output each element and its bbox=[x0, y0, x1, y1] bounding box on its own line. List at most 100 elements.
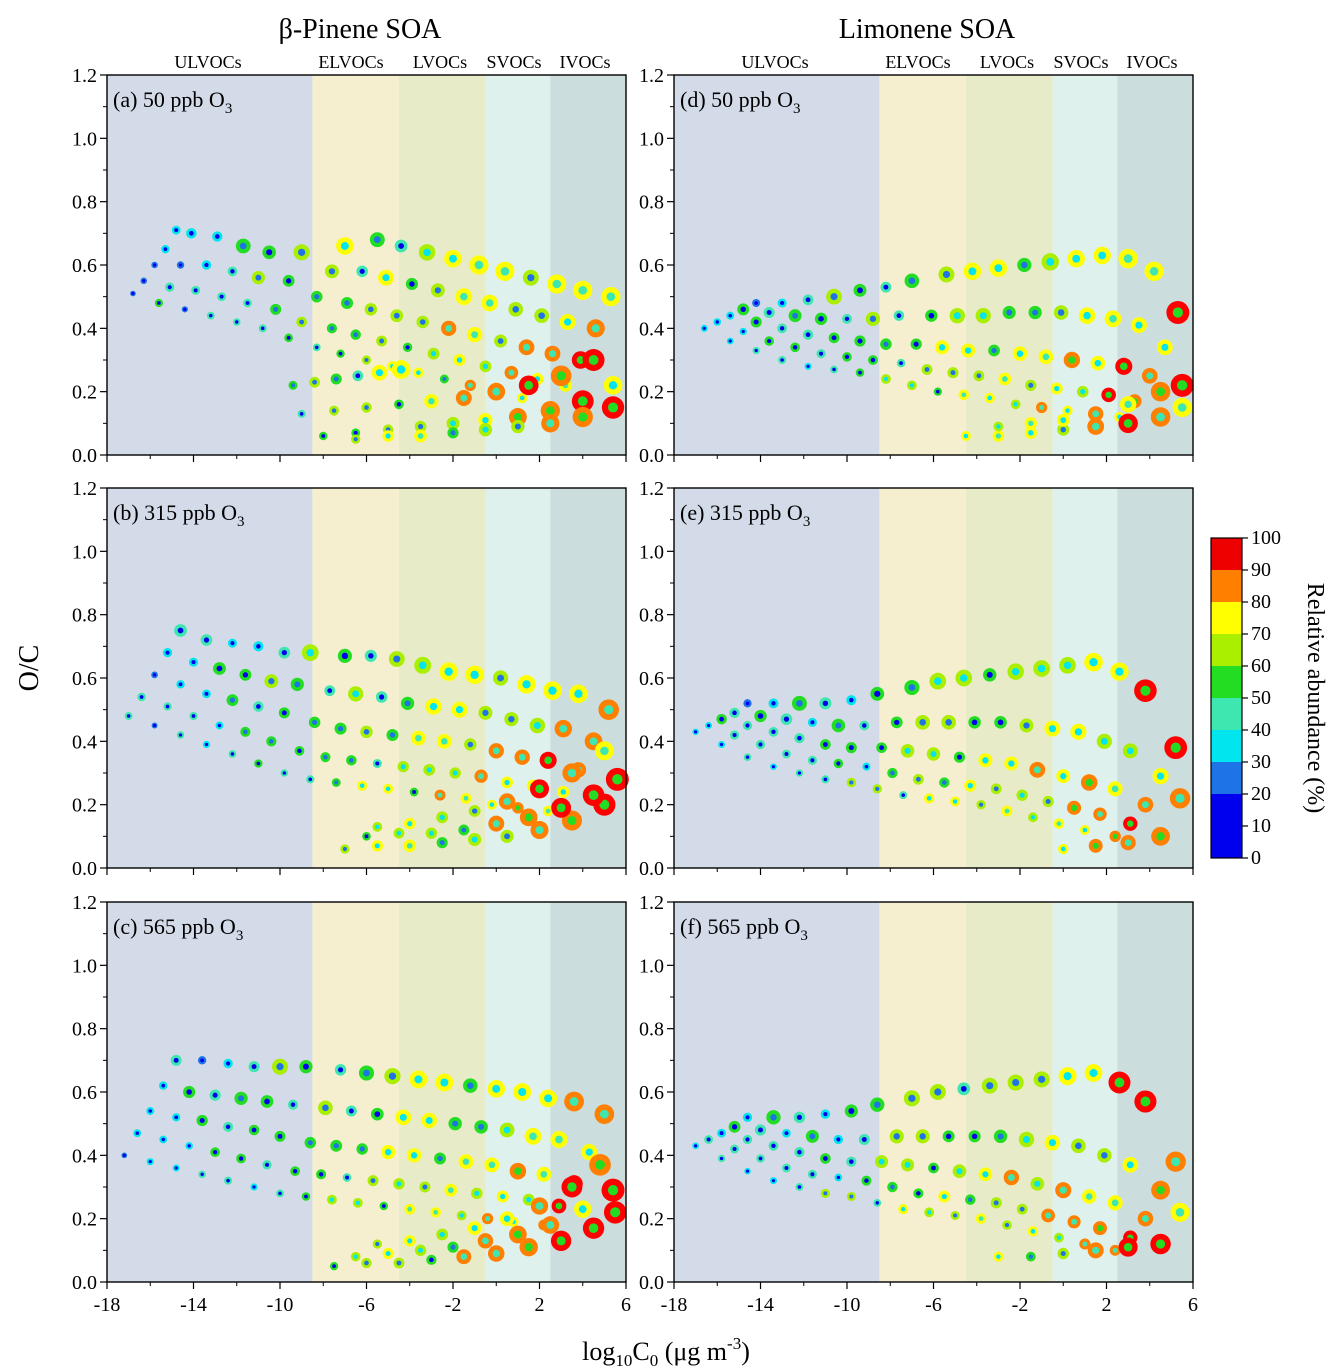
data-point bbox=[364, 834, 369, 839]
y-tick-label: 0.4 bbox=[639, 1145, 664, 1167]
data-point bbox=[434, 287, 441, 294]
data-point bbox=[440, 1078, 449, 1087]
data-point bbox=[908, 684, 916, 691]
data-point bbox=[321, 434, 326, 438]
data-point bbox=[1089, 1068, 1098, 1078]
data-point bbox=[522, 680, 531, 689]
data-point bbox=[183, 307, 187, 311]
data-point bbox=[931, 1165, 936, 1171]
data-point bbox=[1042, 353, 1050, 361]
data-point bbox=[1111, 785, 1119, 793]
data-point bbox=[450, 420, 456, 427]
volatility-class-labels-left: ULVOCs ELVOCs LVOCs SVOCs IVOCs bbox=[174, 52, 610, 72]
data-point bbox=[1054, 385, 1060, 392]
volatility-region-ulvocs bbox=[674, 75, 880, 455]
x-tick-label: 2 bbox=[1102, 1294, 1112, 1316]
y-tick-label: 0.4 bbox=[72, 318, 97, 340]
data-point bbox=[165, 650, 170, 655]
x-tick-label: 6 bbox=[1188, 1294, 1198, 1316]
panel-c: 0.0 0.2 0.4 0.6 0.8 1.0 1.2 -18 -14 -10 -6 -2 2 6 (c) … bbox=[72, 892, 631, 1316]
data-point bbox=[823, 1191, 828, 1196]
data-point bbox=[353, 332, 359, 338]
data-point bbox=[758, 742, 763, 747]
data-point bbox=[606, 292, 616, 301]
data-point bbox=[482, 363, 489, 369]
data-point bbox=[355, 373, 361, 379]
data-point bbox=[848, 1108, 855, 1114]
data-point bbox=[745, 1169, 750, 1173]
data-point bbox=[524, 1243, 533, 1252]
data-point bbox=[1021, 261, 1028, 269]
data-point bbox=[971, 719, 978, 726]
y-tick-label: 0.0 bbox=[639, 445, 664, 467]
x-tick-label: -14 bbox=[747, 1294, 774, 1316]
data-point bbox=[1063, 1072, 1072, 1081]
data-point bbox=[364, 1260, 369, 1266]
data-point bbox=[578, 286, 588, 295]
class-label-svocs: SVOCs bbox=[486, 52, 541, 72]
y-tick-label: 0.8 bbox=[639, 192, 664, 214]
data-point bbox=[576, 356, 585, 364]
y-tick-label: 0.4 bbox=[639, 731, 664, 753]
data-point bbox=[230, 752, 235, 756]
data-point bbox=[126, 714, 131, 718]
data-points bbox=[692, 652, 1191, 855]
data-point bbox=[1028, 430, 1034, 436]
data-point bbox=[993, 786, 999, 792]
data-point bbox=[412, 790, 417, 794]
data-point bbox=[879, 745, 885, 751]
data-point bbox=[1127, 820, 1134, 827]
data-point bbox=[337, 725, 344, 732]
data-point bbox=[715, 320, 719, 324]
data-point bbox=[294, 681, 301, 688]
data-point bbox=[780, 300, 785, 306]
data-point bbox=[890, 1184, 895, 1190]
y-tick-label: 0.6 bbox=[72, 255, 97, 277]
data-point bbox=[482, 426, 489, 433]
data-point bbox=[364, 357, 369, 363]
data-point bbox=[297, 248, 306, 256]
data-point bbox=[783, 716, 790, 722]
data-point bbox=[433, 1209, 439, 1215]
panel-label: (b) 315 ppb O3 bbox=[113, 500, 245, 530]
data-point bbox=[226, 1178, 230, 1183]
data-point bbox=[522, 343, 531, 351]
y-tick-label: 1.0 bbox=[639, 541, 664, 563]
data-point bbox=[353, 437, 358, 442]
data-point bbox=[407, 821, 413, 827]
data-point bbox=[409, 281, 415, 287]
data-point bbox=[1123, 1242, 1133, 1252]
data-point bbox=[961, 392, 967, 398]
data-point bbox=[178, 682, 183, 687]
data-point bbox=[1114, 1077, 1125, 1088]
data-point bbox=[243, 729, 248, 735]
data-point bbox=[544, 756, 552, 765]
data-point bbox=[329, 1197, 335, 1202]
data-point bbox=[745, 1115, 750, 1120]
data-point bbox=[278, 1191, 282, 1196]
data-point bbox=[883, 376, 889, 382]
data-point bbox=[1089, 657, 1098, 667]
data-point bbox=[1094, 359, 1102, 367]
data-point bbox=[396, 830, 402, 836]
data-point bbox=[174, 228, 179, 233]
data-point bbox=[439, 840, 445, 846]
data-point bbox=[567, 815, 577, 826]
colorbar-tick-label: 90 bbox=[1251, 559, 1271, 581]
data-point bbox=[797, 1149, 802, 1155]
data-point bbox=[334, 780, 339, 785]
data-point bbox=[292, 1168, 298, 1174]
data-point bbox=[1030, 815, 1036, 820]
volatility-region-ulvocs bbox=[107, 488, 313, 868]
data-point bbox=[1175, 1208, 1185, 1217]
data-point bbox=[978, 1216, 984, 1222]
y-tick-label: 1.2 bbox=[72, 478, 97, 500]
data-point bbox=[797, 771, 802, 775]
data-point bbox=[407, 1206, 413, 1212]
data-point bbox=[578, 412, 588, 422]
data-point bbox=[952, 799, 958, 804]
data-point bbox=[393, 655, 401, 663]
data-point bbox=[396, 1260, 402, 1266]
x-tick-label: 2 bbox=[535, 1294, 545, 1316]
data-point bbox=[864, 1178, 869, 1183]
